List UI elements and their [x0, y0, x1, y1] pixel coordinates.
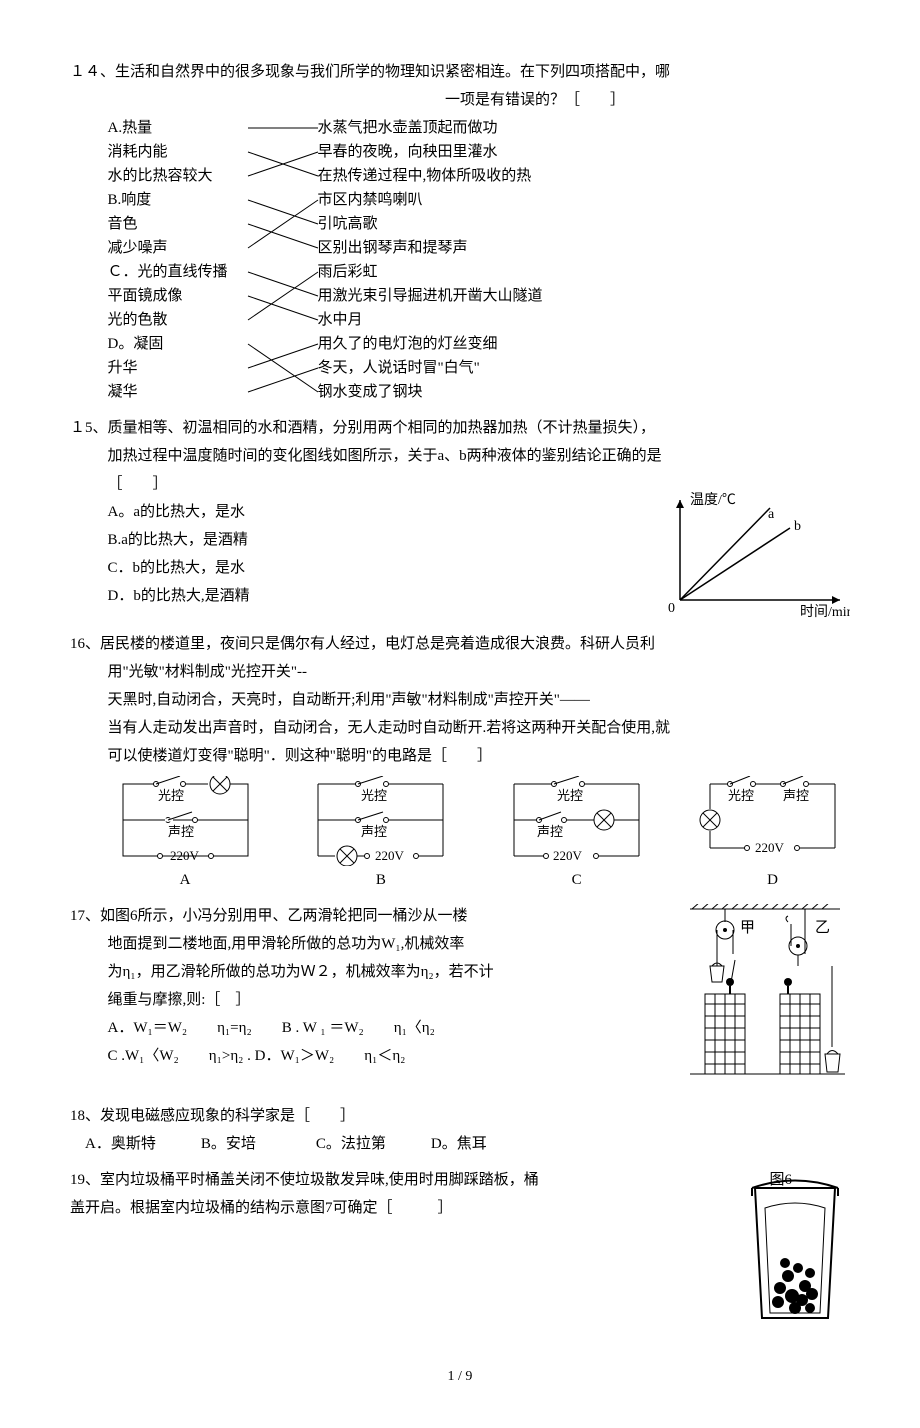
q14-right: 水蒸气把水壶盖顶起而做功: [318, 116, 738, 140]
q14-right: 水中月: [318, 308, 738, 332]
q14-right: 引吭高歌: [318, 212, 738, 236]
q14-left: 凝华: [108, 380, 258, 404]
svg-text:声控: 声控: [537, 824, 563, 839]
q19-figure: [740, 1168, 850, 1336]
q16-stem-4: 当有人走动发出声音时，自动闭合，无人走动时自动断开.若将这两种开关配合使用,就: [108, 716, 851, 740]
q14-right: 用久了的电灯泡的灯丝变细: [318, 332, 738, 356]
q15-opt-b: B.a的比热大，是酒精: [108, 528, 651, 552]
q15-xlab: 时间/min: [800, 604, 850, 620]
q18-stem: 18、发现电磁感应现象的科学家是［ ］: [70, 1104, 850, 1128]
q14-stem-1: １４、生活和自然界中的很多现象与我们所学的物理知识紧密相连。在下列四项搭配中，哪: [70, 60, 850, 84]
circuit-c: 光控 声控 220V C: [499, 776, 654, 892]
q19-stem-1: 19、室内垃圾桶平时桶盖关闭不使垃圾散发异味,使用时用脚踩踏板，桶 图6: [70, 1168, 732, 1192]
q14-left: Ｃ．光的直线传播: [108, 260, 258, 284]
q14-right: 早春的夜晚，向秧田里灌水: [318, 140, 738, 164]
q15-label-a: a: [768, 507, 775, 522]
q16-stem-1: 16、居民楼的楼道里，夜间只是偶尔有人经过，电灯总是亮着造成很大浪费。科研人员利: [70, 632, 850, 656]
q14-right: 在热传递过程中,物体所吸收的热: [318, 164, 738, 188]
question-17: 17、如图6所示，小冯分别用甲、乙两滑轮把同一桶沙从一楼 地面提到二楼地面,用甲…: [70, 904, 850, 1092]
svg-text:声控: 声控: [361, 824, 387, 839]
q17-stem-2: 地面提到二楼地面,用甲滑轮所做的总功为W₁,机械效率: [108, 932, 673, 956]
q14-left: B.响度: [108, 188, 258, 212]
svg-text:光控: 光控: [158, 788, 184, 803]
q14-left: D。凝固: [108, 332, 258, 356]
q14-left: 消耗内能: [108, 140, 258, 164]
circuit-d-label: D: [767, 868, 778, 892]
circuit-a-label: A: [180, 868, 191, 892]
q16-circuits: 光控 声控 220V A: [108, 776, 851, 892]
q14-right: 用激光束引导掘进机开凿大山隧道: [318, 284, 738, 308]
svg-text:声控: 声控: [783, 788, 809, 803]
q14-left: 水的比热容较大: [108, 164, 258, 188]
question-19: 19、室内垃圾桶平时桶盖关闭不使垃圾散发异味,使用时用脚踩踏板，桶 图6 盖开启…: [70, 1168, 850, 1336]
q15-origin: 0: [668, 601, 675, 616]
q17-opts-row2: C .W₁〈W₂ η₁>η₂ . D．W₁＞W₂ η₁＜η₂: [108, 1044, 673, 1068]
q14-group-0: A.热量 水蒸气把水壶盖顶起而做功消耗内能 早春的夜晚，向秧田里灌水水的比热容较大 在…: [108, 116, 851, 188]
svg-text:乙: 乙: [815, 920, 830, 936]
q17-stem-1: 17、如图6所示，小冯分别用甲、乙两滑轮把同一桶沙从一楼: [70, 904, 672, 928]
q14-group-1: B.响度 市区内禁鸣喇叭音色 引吭高歌减少噪声 区别出钢琴声和提琴声: [108, 188, 851, 260]
q14-left: 音色: [108, 212, 258, 236]
q15-stem-2: 加热过程中温度随时间的变化图线如图所示，关于a、b两种液体的鉴别结论正确的是: [108, 444, 851, 468]
question-16: 16、居民楼的楼道里，夜间只是偶尔有人经过，电灯总是亮着造成很大浪费。科研人员利…: [70, 632, 850, 892]
circuit-b: 光控 声控 220V B: [303, 776, 458, 892]
q14-left: 光的色散: [108, 308, 258, 332]
q16-stem-2: 用"光敏"材料制成"光控开关"--: [108, 660, 851, 684]
circuit-d: 光控 声控 220V D: [695, 776, 850, 892]
q14-left: A.热量: [108, 116, 258, 140]
svg-text:220V: 220V: [170, 848, 200, 863]
q19-stem-2: 盖开启。根据室内垃圾桶的结构示意图7可确定［ ］: [70, 1196, 732, 1220]
q18-opts: A．奥斯特 B。安培 C。法拉第 D。焦耳: [85, 1132, 850, 1156]
q17-stem-3: 为η₁，用乙滑轮所做的总功为Ｗ２，机械效率为η₂，若不计: [108, 960, 673, 984]
svg-text:声控: 声控: [168, 824, 194, 839]
q14-left: 减少噪声: [108, 236, 258, 260]
q14-right: 雨后彩虹: [318, 260, 738, 284]
q14-right: 钢水变成了钢块: [318, 380, 738, 404]
q14-left: 升华: [108, 356, 258, 380]
q14-group-3: D。凝固 用久了的电灯泡的灯丝变细升华 冬天，人说话时冒"白气" 凝华 钢水变成了钢块: [108, 332, 851, 404]
svg-text:220V: 220V: [375, 848, 405, 863]
circuit-b-label: B: [376, 868, 386, 892]
q14-group-2: Ｃ．光的直线传播 雨后彩虹平面镜成像 用激光束引导掘进机开凿大山隧道光的色散 水中月: [108, 260, 851, 332]
q16-stem-3: 天黑时,自动闭合，天亮时，自动断开;利用"声敏"材料制成"声控开关"——: [108, 688, 851, 712]
q15-ylab: 温度/℃: [690, 492, 736, 508]
q14-right: 冬天，人说话时冒"白气": [318, 356, 738, 380]
q17-opts-row1: A．W₁＝W₂ η₁=η₂ B . W ₁ ＝W₂ η₁〈η₂: [108, 1016, 673, 1040]
page-footer: 1 / 9: [70, 1366, 850, 1388]
q14-right: 市区内禁鸣喇叭: [318, 188, 738, 212]
svg-text:光控: 光控: [557, 788, 583, 803]
svg-text:光控: 光控: [361, 788, 387, 803]
svg-text:220V: 220V: [755, 840, 785, 855]
q14-stem-2: 一项是有错误的？［ ］: [220, 88, 850, 112]
question-18: 18、发现电磁感应现象的科学家是［ ］ A．奥斯特 B。安培 C。法拉第 D。焦…: [70, 1104, 850, 1156]
svg-text:光控: 光控: [728, 788, 754, 803]
svg-text:220V: 220V: [553, 848, 583, 863]
q14-left: 平面镜成像: [108, 284, 258, 308]
q17-figure: 甲 乙: [680, 904, 850, 1092]
q16-stem-5: 可以使楼道灯变得"聪明"．则这种"聪明"的电路是［ ］: [108, 744, 851, 768]
q15-label-b: b: [794, 519, 801, 534]
q15-stem-1: １5、质量相等、初温相同的水和酒精，分别用两个相同的加热器加热（不计热量损失），: [70, 416, 850, 440]
q15-opt-c: C．b的比热大，是水: [108, 556, 651, 580]
q15-opt-a: A。a的比热大，是水: [108, 500, 651, 524]
q15-chart: 温度/℃ 时间/min 0 a b: [650, 490, 850, 620]
q14-right: 区别出钢琴声和提琴声: [318, 236, 738, 260]
circuit-c-label: C: [572, 868, 582, 892]
question-15: １5、质量相等、初温相同的水和酒精，分别用两个相同的加热器加热（不计热量损失），…: [70, 416, 850, 620]
q15-opt-d: D．b的比热大,是酒精: [108, 584, 651, 608]
question-14: １４、生活和自然界中的很多现象与我们所学的物理知识紧密相连。在下列四项搭配中，哪…: [70, 60, 850, 404]
q17-stem-4: 绳重与摩擦,则:［ ］: [108, 988, 673, 1012]
circuit-a: 光控 声控 220V A: [108, 776, 263, 892]
svg-text:甲: 甲: [740, 920, 755, 936]
